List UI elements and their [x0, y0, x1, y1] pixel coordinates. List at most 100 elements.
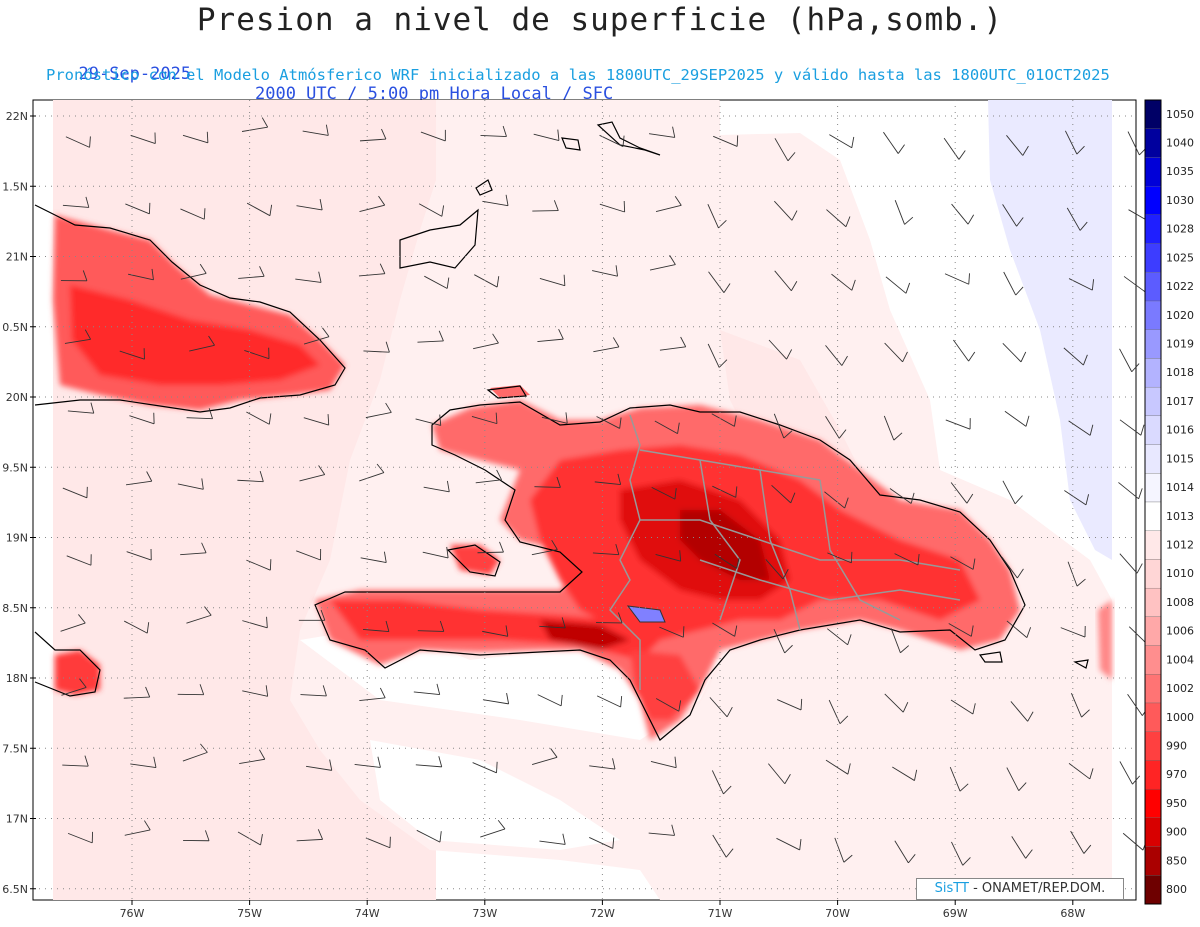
wind-barb	[246, 411, 270, 425]
wind-barb-flag	[496, 761, 498, 773]
wind-barb-flag	[265, 685, 269, 697]
wind-barb-flag	[893, 432, 903, 441]
wind-barb-flag	[736, 557, 740, 569]
wind-barb-flag	[385, 620, 390, 632]
wind-barb-flag	[1027, 711, 1034, 722]
wind-barb	[539, 625, 566, 629]
colorbar-label: 1035	[1166, 165, 1194, 178]
wind-barb	[182, 134, 209, 144]
wind-barb	[472, 762, 497, 774]
wind-barb	[359, 138, 386, 142]
wind-barb-flag	[617, 612, 623, 624]
wind-barb-flag	[851, 279, 856, 291]
wind-barb-flag	[612, 758, 616, 770]
wind-barb	[1067, 561, 1078, 587]
wind-barb	[659, 346, 686, 351]
wind-barb-flag	[550, 748, 558, 758]
wind-barb	[123, 620, 148, 634]
wind-barb-flag	[1025, 415, 1030, 427]
wind-barb	[894, 200, 905, 225]
wind-barb-flag	[619, 417, 622, 429]
wind-barb	[482, 630, 508, 637]
wind-barb-flag	[734, 625, 738, 637]
wind-barb-flag	[679, 550, 682, 562]
wind-barb-flag	[1083, 844, 1092, 854]
latitude-label: 19N	[6, 532, 28, 545]
longitude-label: 76W	[120, 907, 145, 920]
wind-barb-flag	[723, 283, 731, 293]
wind-barb-flag	[325, 124, 329, 136]
colorbar-swatch	[1144, 674, 1162, 704]
colorbar-label: 1028	[1166, 223, 1194, 236]
colorbar-label: 850	[1166, 854, 1187, 867]
colorbar-swatch	[1144, 645, 1162, 675]
wind-barb	[362, 628, 389, 633]
wind-barb	[65, 136, 90, 148]
latitude-label: 0.5N	[2, 321, 28, 334]
wind-barb	[125, 480, 152, 486]
wind-barb	[422, 551, 449, 559]
wind-barb-flag	[204, 830, 210, 841]
wind-barb	[531, 549, 558, 556]
wind-barb	[541, 416, 568, 424]
wind-barb	[950, 482, 968, 504]
wind-barb-flag	[153, 756, 157, 768]
wind-barb	[415, 418, 441, 426]
wind-barb	[67, 410, 94, 414]
wind-barb	[649, 264, 676, 271]
wind-barb	[365, 837, 391, 849]
colorbar-label: 1010	[1166, 567, 1194, 580]
wind-barb	[474, 274, 498, 288]
wind-barb	[714, 553, 737, 569]
colorbar-swatch	[1144, 530, 1162, 560]
wind-barb	[943, 137, 960, 160]
wind-barb-flag	[674, 488, 677, 500]
wind-barb-flag	[145, 686, 151, 698]
wind-barb-flag	[1079, 221, 1088, 231]
wind-barb	[482, 200, 509, 207]
wind-barb-flag	[904, 216, 914, 225]
wind-barb-flag	[799, 838, 802, 850]
wind-barb	[475, 479, 502, 484]
credit-text: - ONAMET/REP.DOM.	[968, 881, 1106, 896]
colorbar-label: 1040	[1166, 137, 1194, 150]
wind-barb-flag	[320, 609, 326, 621]
wind-barb-flag	[967, 214, 975, 225]
wind-barb-flag	[322, 327, 330, 337]
wind-barb	[709, 697, 728, 718]
wind-barb-flag	[201, 542, 207, 553]
wind-barb	[237, 479, 264, 483]
wind-barb-flag	[146, 622, 150, 634]
wind-barb	[416, 829, 441, 843]
wind-barb	[66, 555, 92, 566]
wind-barb	[827, 628, 848, 646]
wind-barb-flag	[259, 266, 265, 277]
wind-barb-flag	[782, 569, 789, 580]
wind-barb	[589, 765, 616, 770]
valid-time-label: 2000 UTC / 5:00 pm Hora Local / SFC	[255, 84, 614, 104]
wind-barb-flag	[505, 625, 509, 637]
wind-barb	[884, 693, 904, 713]
wind-barb-flag	[436, 683, 441, 695]
colorbar-label: 1019	[1166, 338, 1194, 351]
wind-barb	[539, 278, 565, 287]
wind-barb	[417, 630, 444, 632]
wind-barb	[1123, 276, 1146, 293]
wind-barb	[944, 273, 969, 285]
wind-barb	[303, 336, 330, 345]
wind-barb	[1127, 693, 1143, 716]
colorbar-swatch	[1144, 329, 1162, 359]
wind-barb-flag	[1016, 217, 1024, 227]
longitude-label: 68W	[1060, 907, 1085, 920]
wind-barb-flag	[446, 277, 450, 289]
wind-barb-flag	[674, 195, 682, 206]
wind-barb-flag	[322, 685, 327, 697]
wind-barb	[707, 204, 719, 229]
wind-barb-flag	[204, 606, 212, 616]
wind-barb-flag	[327, 414, 330, 426]
wind-barb	[302, 130, 329, 136]
colorbar-label: 1050	[1166, 108, 1194, 121]
latitude-label: 22N	[6, 110, 28, 123]
wind-barb-flag	[1089, 768, 1094, 780]
wind-barb-flag	[962, 857, 971, 866]
